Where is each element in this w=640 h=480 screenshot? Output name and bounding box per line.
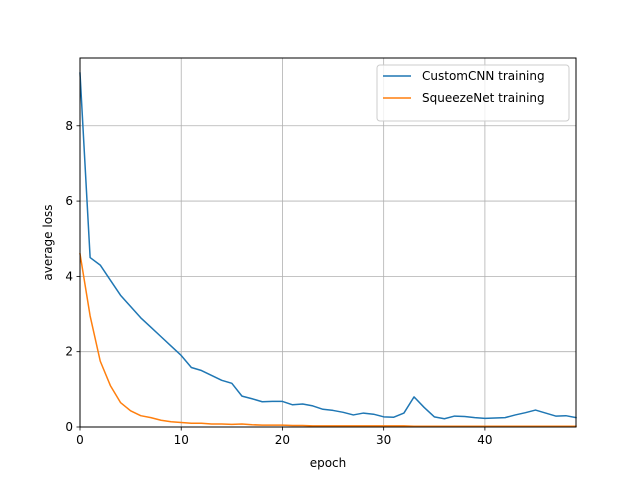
y-tick-label: 2 — [65, 345, 73, 359]
x-tick-label: 20 — [275, 433, 290, 447]
x-tick-label: 30 — [376, 433, 391, 447]
y-tick-label: 8 — [65, 119, 73, 133]
y-tick-label: 4 — [65, 269, 73, 283]
legend-label: CustomCNN training — [422, 69, 545, 83]
x-tick-label: 0 — [76, 433, 84, 447]
y-tick-label: 0 — [65, 420, 73, 434]
series-line-1 — [79, 72, 577, 420]
legend-label: SqueezeNet training — [422, 91, 545, 105]
y-axis-label: average loss — [41, 204, 55, 280]
x-tick-label: 40 — [477, 433, 492, 447]
x-axis-label: epoch — [310, 456, 347, 470]
legend-box — [376, 64, 570, 122]
plot-frame — [79, 57, 577, 428]
axis-ticks: 0 10 20 30 40 0 2 4 6 8 — [65, 119, 492, 447]
legend: CustomCNN training SqueezeNet training — [376, 64, 570, 122]
y-tick-label: 6 — [65, 194, 73, 208]
series-line-2 — [79, 252, 577, 427]
x-tick-label: 10 — [174, 433, 189, 447]
series-lines — [79, 72, 577, 427]
